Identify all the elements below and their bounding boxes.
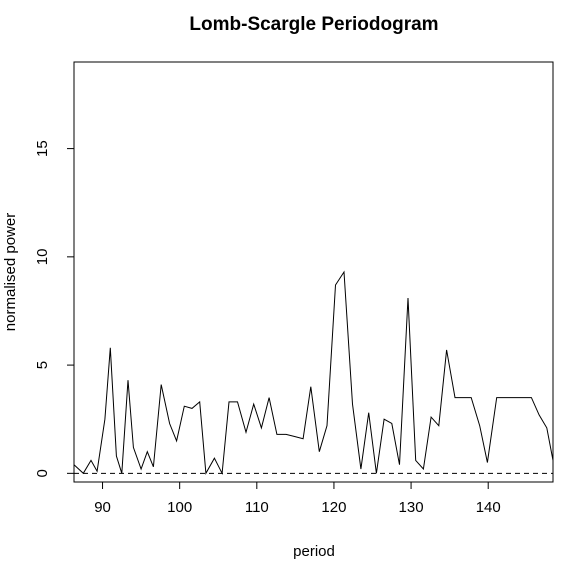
plot-frame — [73, 61, 554, 483]
y-tick-label: 15 — [34, 140, 51, 157]
x-axis-label: period — [293, 543, 335, 560]
x-tick-label: 90 — [94, 499, 111, 516]
x-tick-label: 100 — [167, 499, 192, 516]
y-tick-label: 5 — [34, 361, 51, 369]
x-axis: 90 100 110 120 130 140 — [94, 482, 501, 516]
x-tick-label: 110 — [245, 499, 269, 516]
y-axis-label: normalised power — [2, 213, 19, 331]
y-axis: 0 5 10 15 — [34, 140, 74, 478]
y-tick-label: 10 — [34, 249, 51, 266]
periodogram-line — [73, 270, 554, 476]
chart-title: Lomb-Scargle Periodogram — [189, 14, 438, 35]
x-tick-label: 140 — [476, 499, 501, 516]
x-tick-label: 130 — [399, 499, 424, 516]
x-tick-label: 120 — [321, 499, 346, 516]
y-tick-label: 0 — [34, 469, 51, 477]
